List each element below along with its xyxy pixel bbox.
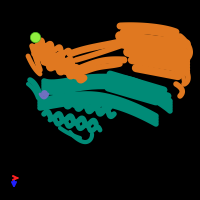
- Point: [33, 35, 37, 39]
- Point: [42, 91, 46, 95]
